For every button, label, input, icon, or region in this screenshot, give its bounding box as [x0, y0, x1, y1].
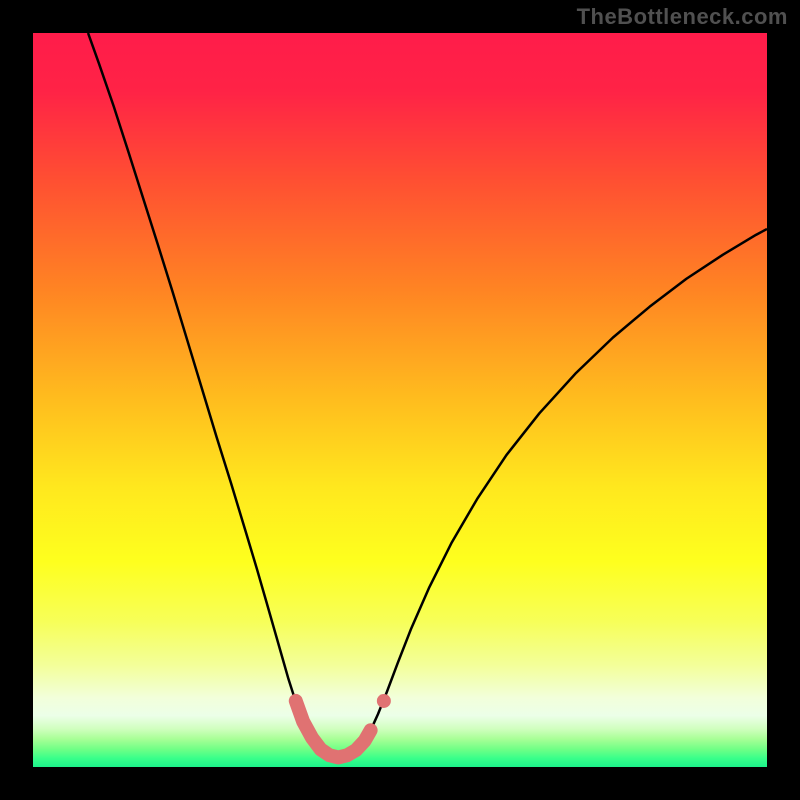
chart-stage: TheBottleneck.com: [0, 0, 800, 800]
watermark-text: TheBottleneck.com: [577, 4, 788, 30]
chart-overlay: [0, 0, 800, 800]
optimal-range-band: [296, 701, 371, 758]
marker-dot: [377, 694, 391, 708]
bottleneck-curve: [88, 33, 767, 757]
